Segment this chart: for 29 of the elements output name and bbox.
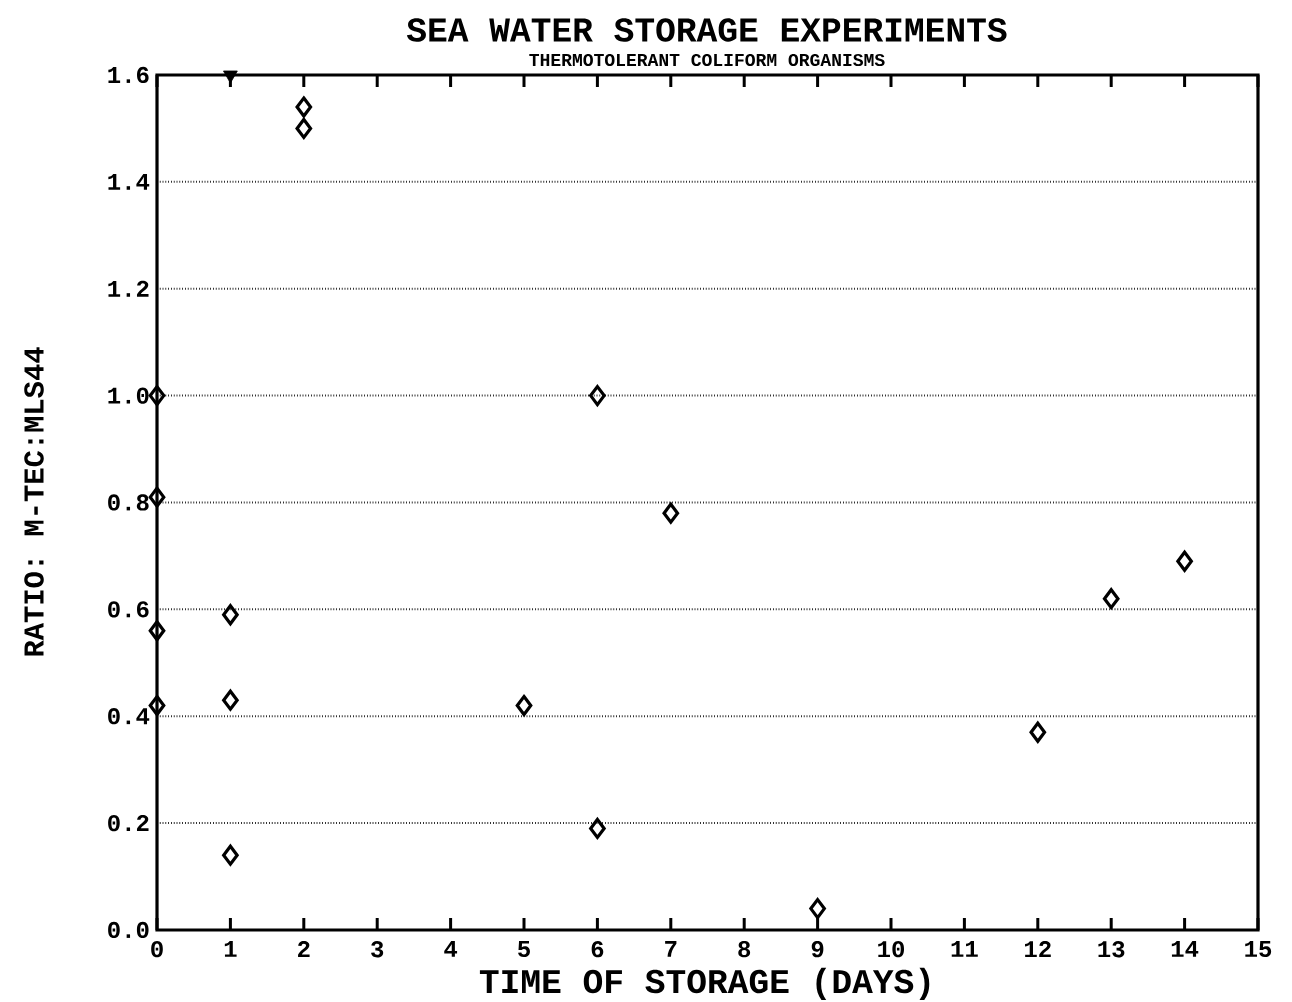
x-tick-label: 8: [738, 941, 751, 958]
y-tick-label: 1.4: [108, 173, 150, 190]
x-tick-label: 7: [665, 941, 677, 957]
x-tick-label: 3: [371, 941, 384, 958]
x-tick-label: 12: [1025, 941, 1051, 958]
x-tick-label: 15: [1245, 941, 1272, 958]
chart-subtitle: THERMOTOLERANT COLIFORM ORGANISMS: [529, 53, 885, 67]
y-tick-label: 1.2: [108, 280, 149, 297]
y-tick-label: 1.0: [108, 387, 149, 404]
x-tick-label: 14: [1171, 941, 1199, 957]
x-axis-title: TIME OF STORAGE (DAYS): [479, 967, 930, 1001]
x-tick-label: 11: [951, 941, 978, 957]
x-tick-label: 1: [224, 941, 237, 957]
x-tick-label: 13: [1098, 941, 1125, 958]
y-tick-label: 0.2: [108, 814, 149, 832]
y-tick-label: 0.6: [108, 601, 149, 618]
x-tick-label: 9: [811, 941, 824, 958]
chart-title: SEA WATER STORAGE EXPERIMENTS: [406, 18, 1007, 42]
x-tick-label: 4: [444, 941, 458, 957]
y-tick-label: 0.4: [108, 708, 150, 725]
y-tick-label: 1.6: [108, 66, 149, 84]
x-tick-label: 5: [518, 941, 530, 958]
y-tick-label: 0.0: [108, 921, 149, 939]
x-tick-label: 2: [298, 941, 310, 958]
x-tick-label: 6: [591, 941, 604, 958]
x-tick-label: 10: [878, 941, 905, 958]
y-axis-title: RATIO: M-TEC:MLS44: [24, 347, 44, 656]
y-tick-label: 0.8: [108, 494, 149, 511]
x-tick-label: 0: [151, 941, 163, 958]
